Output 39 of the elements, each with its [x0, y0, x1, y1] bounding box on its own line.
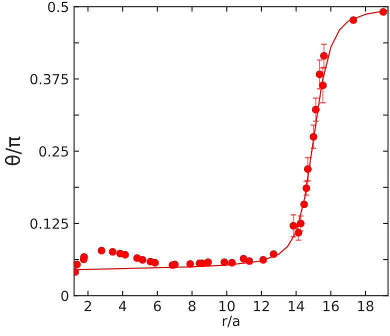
x-tick-label: 4: [118, 300, 126, 312]
point: [245, 257, 254, 265]
point: [121, 250, 129, 258]
point: [316, 70, 324, 78]
point: [220, 258, 228, 266]
point: [138, 256, 146, 264]
point: [270, 250, 278, 258]
point: [304, 165, 312, 173]
point: [312, 106, 320, 114]
point: [204, 258, 212, 266]
point: [151, 258, 159, 267]
point: [302, 184, 310, 192]
point: [310, 132, 318, 141]
point: [228, 258, 236, 267]
x-tick-label: 18: [358, 300, 374, 312]
x-tick-label: 12: [254, 300, 269, 312]
y-tick-label: 0.375: [30, 74, 68, 84]
point: [319, 82, 327, 90]
point: [290, 222, 298, 230]
x-axis-title: r/a: [222, 316, 240, 328]
point: [350, 16, 358, 24]
y-tick-label: 0.125: [30, 218, 68, 229]
y-tick-label: 0.25: [39, 146, 68, 157]
x-tick-label: 8: [188, 300, 196, 312]
x-tick-label: 14: [288, 300, 304, 312]
point: [98, 246, 106, 254]
point: [300, 200, 308, 208]
point: [108, 248, 116, 256]
point: [186, 260, 194, 268]
y-axis-title: θ/π: [4, 136, 22, 166]
point: [259, 256, 267, 264]
point: [320, 52, 328, 60]
x-tick-label: 16: [324, 300, 339, 312]
point: [74, 260, 81, 268]
x-tick-label: 6: [154, 300, 161, 312]
y-tick-label: 0: [61, 290, 68, 302]
x-tick-label: 2: [84, 300, 92, 312]
y-tick-label: 0.5: [48, 2, 68, 12]
x-tick-label: 10: [219, 300, 235, 312]
